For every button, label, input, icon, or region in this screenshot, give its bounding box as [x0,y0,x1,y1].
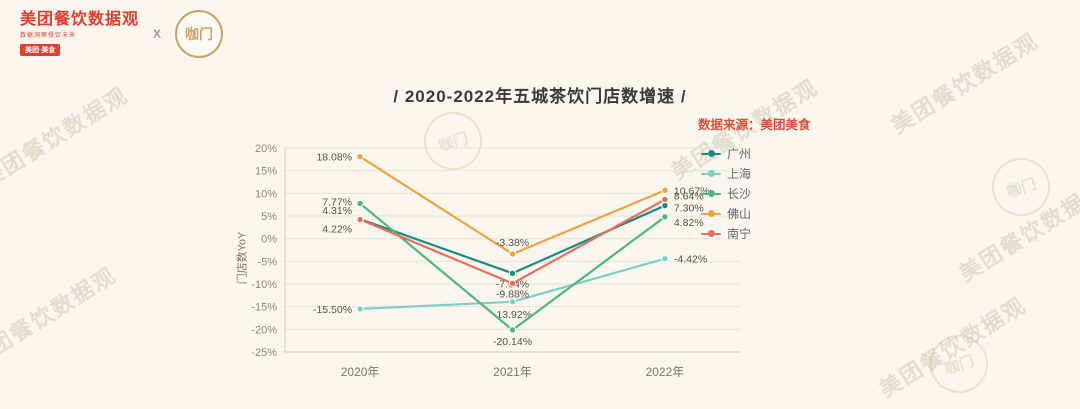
legend-dot-icon [708,210,715,217]
x-tick-label: 2022年 [646,365,685,379]
header: 美团餐饮数据观 数据洞察餐饮未来 美团·美食 X 咖门 [20,10,224,58]
data-label: -9.88% [496,288,529,300]
watermark: 美团餐饮数据观 [954,176,1080,287]
data-label: 4.22% [322,224,352,236]
y-tick-label: 0% [261,234,277,246]
data-point [661,195,669,204]
brand-logo: 美团餐饮数据观 数据洞察餐饮未来 美团·美食 [20,11,139,57]
chart-area: 门店数YoY 20% 15% 10% 5% 0% -5% -10% -15% -20% -25% 2… [225,132,845,397]
watermark: 美团餐饮数据观 [874,292,1031,403]
page-title: / 2020-2022年五城茶饮门店数增速 / [393,87,687,106]
data-label: 8.64% [674,190,704,202]
data-label: 7.77% [322,196,352,208]
x-tick-label: 2020年 [341,365,380,379]
watermark: 美团餐饮数据观 [0,262,121,373]
y-axis-title: 门店数YoY [236,231,249,285]
data-label: -13.92% [493,309,532,321]
legend-label: 南宁 [727,227,752,241]
data-label: -4.42% [674,254,707,266]
data-label: 18.08% [316,152,352,164]
y-tick-label: -5% [257,256,277,268]
y-tick-label: -25% [251,347,277,359]
legend-dot-icon [708,230,715,237]
data-point [661,213,669,221]
legend-item: 上海 [701,166,751,181]
data-point [508,298,517,306]
y-tick-label: 10% [255,188,277,200]
data-label: 10.67% [674,185,710,197]
x-tick-label: 2021年 [493,365,532,379]
collab-x-separator: X [153,27,162,41]
legend-dot-icon [708,170,715,177]
legend-dot-icon [708,150,715,157]
data-point [356,153,364,161]
data-label: 4.82% [674,217,704,229]
data-label: 7.30% [674,203,704,215]
legend-item: 广州 [701,146,751,161]
y-tick-label: 15% [255,166,277,178]
y-tick-label: -10% [251,279,277,291]
legend-label: 上海 [727,167,752,181]
legend-label: 广州 [727,147,752,161]
data-point [661,255,669,263]
data-label: -15.50% [313,304,352,316]
y-tick-label: -15% [251,302,277,314]
legend-label: 长沙 [727,187,752,201]
legend-dot-icon [708,190,715,197]
data-point [508,269,517,278]
data-point [356,305,364,313]
legend-marker-icon [701,190,721,197]
legend-item: 南宁 [701,226,751,241]
partner-stamp-icon: 咖门 [175,10,224,58]
y-tick-label: 5% [261,211,277,223]
data-label: -20.14% [493,336,532,348]
y-tick-label: -20% [251,324,277,336]
legend-marker-icon [701,150,721,157]
legend-marker-icon [701,170,721,177]
legend-item: 佛山 [701,206,751,221]
logo-tagline: 数据洞察餐饮未来 [20,33,77,39]
data-point [661,201,669,210]
data-point [661,186,669,194]
chart-legend: 广州上海长沙佛山南宁 [701,146,751,241]
legend-marker-icon [701,210,721,217]
data-source-label: 数据来源：美团美食 [698,118,811,132]
line-chart: 20% 15% 10% 5% 0% -5% -10% -15% -20% -25% 2020年 202… [251,143,740,379]
data-point [356,199,364,208]
data-label: -3.38% [496,237,529,249]
data-point [508,326,517,334]
stamp-watermark-icon: 咖门 [922,327,996,401]
data-label: 4.31% [322,205,352,217]
brand-logo-title: 美团餐饮数据观 [20,11,140,28]
y-tick-label: 20% [255,143,277,155]
data-point [508,279,517,288]
brand-badge: 美团·美食 [20,44,61,56]
legend-marker-icon [701,230,721,237]
data-point [356,215,364,224]
legend-label: 佛山 [727,207,752,221]
stamp-watermark-icon: 咖门 [984,150,1058,224]
legend-item: 长沙 [701,186,751,201]
data-point [508,250,517,258]
